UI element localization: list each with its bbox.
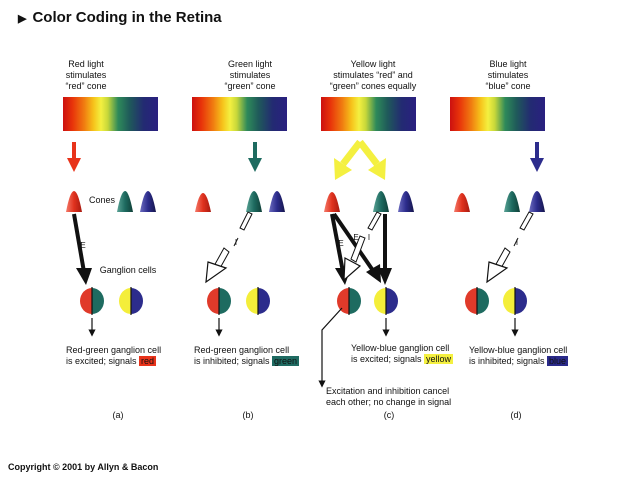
blue-cone-a — [140, 191, 156, 212]
red-cone-d — [454, 193, 470, 212]
signal-badge-yellow: yellow — [424, 354, 454, 364]
triangle-bullet-icon: ▶ — [18, 13, 27, 25]
caption-d: Yellow-blue ganglion cell is inhibited; … — [469, 345, 569, 366]
excitatory-arrow-c-cross — [332, 212, 381, 283]
excite-label-a: E — [80, 241, 86, 250]
light-spectrum-c — [321, 97, 416, 131]
red-cone-c — [324, 192, 340, 212]
red-green-ganglion-cell-d — [465, 287, 489, 315]
blue-cone-b — [269, 191, 285, 212]
light-arrow-yellow — [334, 139, 386, 180]
red-cone-b — [195, 193, 211, 212]
green-cone-c — [373, 191, 389, 212]
copyright-notice: Copyright © 2001 by Allyn & Bacon — [8, 462, 159, 472]
red-cone-a — [66, 191, 82, 212]
light-arrow-green — [248, 142, 262, 172]
red-green-ganglion-cell-b — [207, 287, 231, 315]
light-arrow-red — [67, 142, 81, 172]
ganglion-cells-label: Ganglion cells — [99, 265, 157, 275]
inhibit-label-c: I — [367, 233, 371, 242]
caption-a: Red-green ganglion cell is excited; sign… — [66, 345, 162, 366]
yellow-blue-ganglion-cell-b — [246, 287, 270, 315]
stimulus-label-c: Yellow light stimulates “red” and “green… — [329, 59, 417, 91]
stimulus-label-d: Blue light stimulates “blue” cone — [485, 59, 531, 91]
page-title: ▶ Color Coding in the Retina — [18, 9, 222, 26]
excite-label-c-cross: E — [353, 233, 359, 242]
caption-c: Yellow-blue ganglion cell is excited; si… — [351, 343, 454, 364]
title-text: Color Coding in the Retina — [32, 9, 222, 26]
inhibit-label-d: I — [515, 238, 519, 247]
signal-badge-green: green — [272, 356, 300, 366]
inhibitory-arrow-d — [486, 211, 534, 284]
green-cone-b — [246, 191, 262, 212]
panel-letter-c: (c) — [383, 410, 395, 420]
excitatory-arrow-c-right — [378, 214, 392, 285]
excite-label-c-left: E — [338, 239, 344, 248]
caption-b: Red-green ganglion cell is inhibited; si… — [194, 345, 300, 366]
signal-badge-blue: blue — [547, 356, 569, 366]
stimulus-label-a: Red light stimulates “red” cone — [65, 59, 107, 91]
blue-cone-c — [398, 191, 414, 212]
cancel-arrow-c — [318, 307, 343, 388]
blue-cone-d — [529, 191, 545, 212]
light-spectrum-a — [63, 97, 158, 131]
green-cone-d — [504, 191, 520, 212]
panel-letter-a: (a) — [112, 410, 124, 420]
green-cone-a — [117, 191, 133, 212]
cancel-caption: Excitation and inhibition cancel each ot… — [326, 386, 452, 407]
inhibitory-arrow-c — [343, 211, 382, 282]
stimulus-label-b: Green light stimulates “green” cone — [224, 59, 276, 91]
inhibitory-arrow-b — [205, 211, 253, 284]
panel-letter-d: (d) — [510, 410, 522, 420]
light-arrow-blue — [530, 142, 544, 172]
light-spectrum-b — [192, 97, 287, 131]
yellow-blue-ganglion-cell-d — [503, 287, 527, 315]
inhibit-label-b: I — [234, 238, 238, 247]
signal-badge-red: red — [139, 356, 157, 366]
yellow-blue-ganglion-cell-a — [119, 287, 143, 315]
red-green-ganglion-cell-a — [80, 287, 104, 315]
red-green-ganglion-cell-c — [337, 287, 361, 315]
cones-label: Cones — [88, 195, 115, 205]
yellow-blue-ganglion-cell-c — [374, 287, 398, 315]
panel-letter-b: (b) — [242, 410, 254, 420]
light-spectrum-d — [450, 97, 545, 131]
excitatory-arrow-a — [72, 213, 92, 285]
